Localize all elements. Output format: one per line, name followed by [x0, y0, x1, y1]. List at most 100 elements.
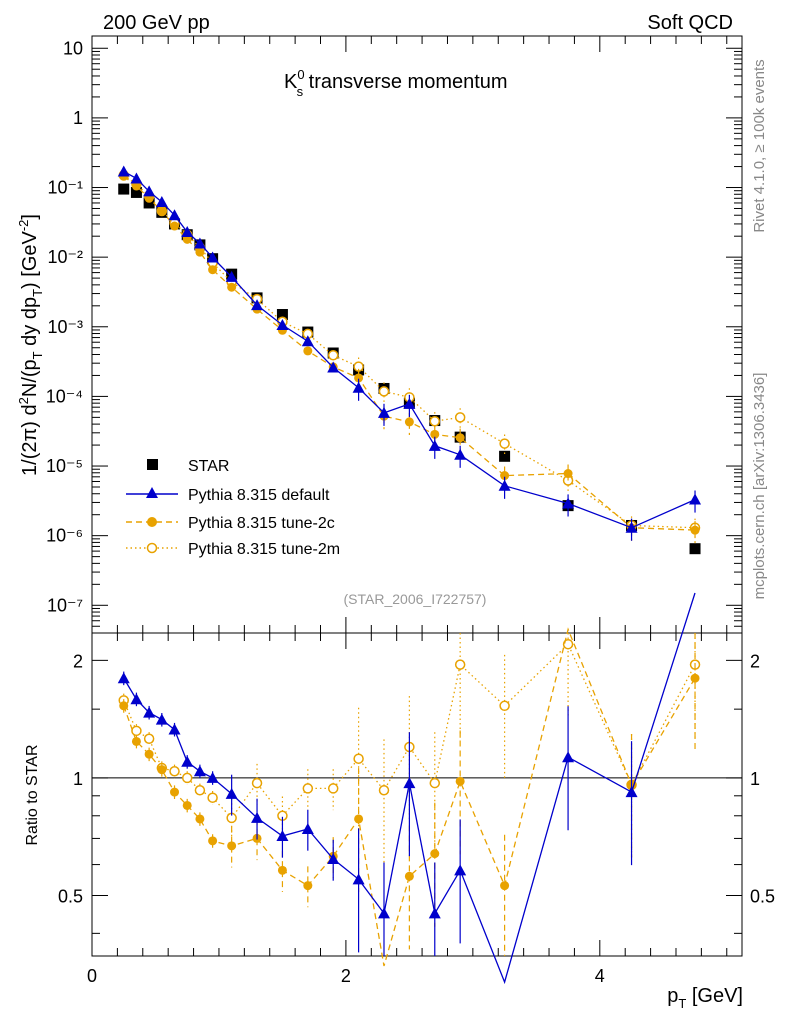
legend-marker-default: [146, 487, 158, 498]
svg-text:1/(2π) d2N/(pT dy dpT) [GeV-: 1/(2π) d2N/(pT dy dpT) [GeV-2]: [16, 214, 45, 476]
point-tune2c: [563, 469, 573, 479]
point-tune2c: [157, 765, 167, 775]
point-tune2c: [455, 433, 465, 443]
point-tune2c: [404, 417, 414, 427]
series-line-tune2c: [123, 175, 696, 531]
point-default: [168, 723, 181, 735]
point-default: [193, 765, 206, 777]
point-tune2c: [354, 814, 364, 824]
point-tune2c: [195, 814, 205, 824]
point-tune2m: [429, 777, 441, 789]
legend-marker-star: [147, 459, 158, 470]
series-line-default: [123, 592, 696, 985]
title-rest: transverse momentum: [303, 71, 508, 93]
point-default: [625, 521, 638, 533]
header-left: 200 GeV pp: [103, 12, 210, 34]
point-star: [143, 197, 155, 209]
series-line-tune2c: [123, 627, 696, 967]
point-default: [454, 864, 467, 876]
ratio-ytick-label-right: 1: [750, 769, 760, 789]
point-tune2m: [143, 733, 155, 744]
main-ytick-label: 10⁻¹: [47, 178, 83, 198]
point-default: [276, 830, 289, 842]
point-default: [206, 771, 219, 783]
point-tune2c: [354, 373, 364, 383]
ratio-xtick-label: 0: [87, 966, 97, 986]
point-tune2m: [454, 412, 466, 423]
ratio-ylabel: Ratio to STAR: [24, 744, 41, 845]
legend-label-tune2m: Pythia 8.315 tune-2m: [188, 541, 340, 558]
point-tune2m: [454, 659, 466, 670]
point-tune2m: [378, 784, 390, 796]
main-ytick-label: 10⁻⁷: [47, 595, 83, 615]
point-tune2m: [378, 386, 390, 397]
point-default: [206, 251, 219, 263]
point-tune2m: [251, 777, 263, 789]
point-tune2c: [208, 265, 218, 275]
main-axis-ticks: 10 1 10⁻¹ 10⁻² 10⁻³ 10⁻⁴ 10⁻⁵ 10⁻⁶ 10⁻⁷: [46, 36, 742, 634]
point-tune2c: [303, 346, 313, 356]
ratio-series: [117, 592, 701, 985]
point-tune2m: [131, 725, 142, 737]
point-default: [130, 693, 143, 705]
main-ytick-label: 10⁻⁴: [46, 386, 83, 406]
ratio-ytick-label: 0.5: [58, 887, 83, 907]
ratio-xtick-label: 4: [595, 966, 605, 986]
legend-label-tune2c: Pythia 8.315 tune-2c: [188, 515, 335, 532]
point-tune2c: [157, 206, 167, 216]
point-default: [251, 299, 264, 311]
rivet-label: Rivet 4.1.0, ≥ 100k events: [751, 59, 768, 232]
point-tune2c: [182, 234, 192, 244]
watermark: (STAR_2006_I722757): [344, 591, 487, 607]
point-tune2c: [690, 525, 700, 535]
main-series: [117, 165, 702, 555]
ratio-axis-ticks: 2 2 1 1 0.5 0.5 0 2 4: [58, 633, 775, 986]
point-default: [301, 335, 314, 347]
ratio-ytick-label-right: 0.5: [750, 887, 775, 907]
point-tune2m: [499, 438, 510, 449]
point-default: [181, 755, 194, 767]
point-tune2c: [170, 221, 180, 231]
ratio-xtick-label: 2: [341, 966, 351, 986]
ratio-ytick-label-right: 2: [750, 651, 760, 671]
point-star: [689, 543, 701, 555]
series-line-tune2m: [123, 174, 696, 529]
main-ytick-label: 1: [73, 108, 83, 128]
point-tune2m: [327, 350, 339, 361]
point-tune2c: [195, 247, 205, 257]
point-tune2m: [562, 638, 574, 650]
point-tune2m: [327, 783, 339, 794]
ratio-ytick-label: 2: [73, 651, 83, 671]
point-default: [143, 185, 156, 197]
point-default: [562, 751, 575, 763]
point-tune2m: [207, 792, 218, 803]
point-default: [562, 497, 575, 509]
point-tune2c: [208, 836, 218, 846]
point-default: [377, 907, 390, 919]
point-default: [155, 713, 168, 725]
point-star: [118, 183, 130, 195]
series-line-default: [123, 170, 696, 529]
main-ytick-label: 10⁻³: [47, 317, 83, 337]
ratio-plot-frame: [91, 632, 743, 957]
point-tune2c: [277, 865, 287, 875]
x-axis-label: pT [GeV]: [667, 985, 743, 1011]
point-tune2c: [170, 787, 180, 797]
point-default: [117, 672, 130, 684]
point-tune2m: [499, 700, 510, 712]
point-tune2m: [169, 766, 180, 777]
point-default: [181, 225, 194, 237]
point-default: [428, 907, 441, 919]
main-ytick-label: 10⁻⁵: [46, 456, 83, 476]
series-line-tune2m: [123, 643, 696, 819]
legend-marker-tune2c: [147, 517, 157, 527]
point-tune2c: [119, 701, 129, 711]
legend-label-star: STAR: [188, 458, 229, 475]
point-tune2c: [404, 871, 414, 881]
chart-title: K0 s transverse momentum: [284, 67, 508, 99]
point-default: [301, 823, 314, 835]
point-tune2m: [181, 772, 193, 784]
point-tune2m: [194, 784, 206, 796]
point-tune2m: [302, 783, 314, 794]
legend-marker-tune2m: [146, 542, 158, 554]
